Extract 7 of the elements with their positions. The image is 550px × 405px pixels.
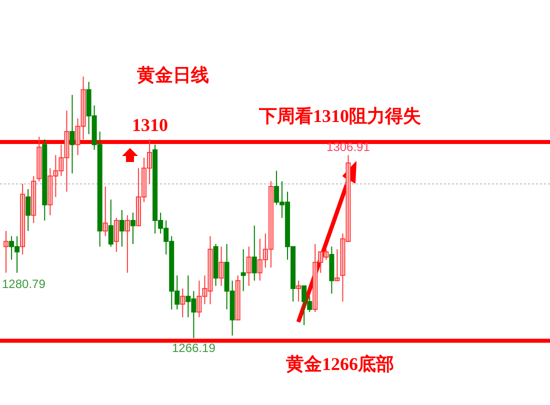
annotation: 1306.91 — [326, 140, 370, 154]
chart-title: 黄金日线 — [136, 65, 209, 85]
annotation: 下周看1310阻力得失 — [258, 106, 421, 126]
annotation: 1310 — [132, 115, 168, 135]
text: 黄金1266底部 — [285, 354, 394, 374]
annotation: 1266.19 — [172, 341, 216, 356]
annotation: 1280.79 — [2, 277, 46, 291]
